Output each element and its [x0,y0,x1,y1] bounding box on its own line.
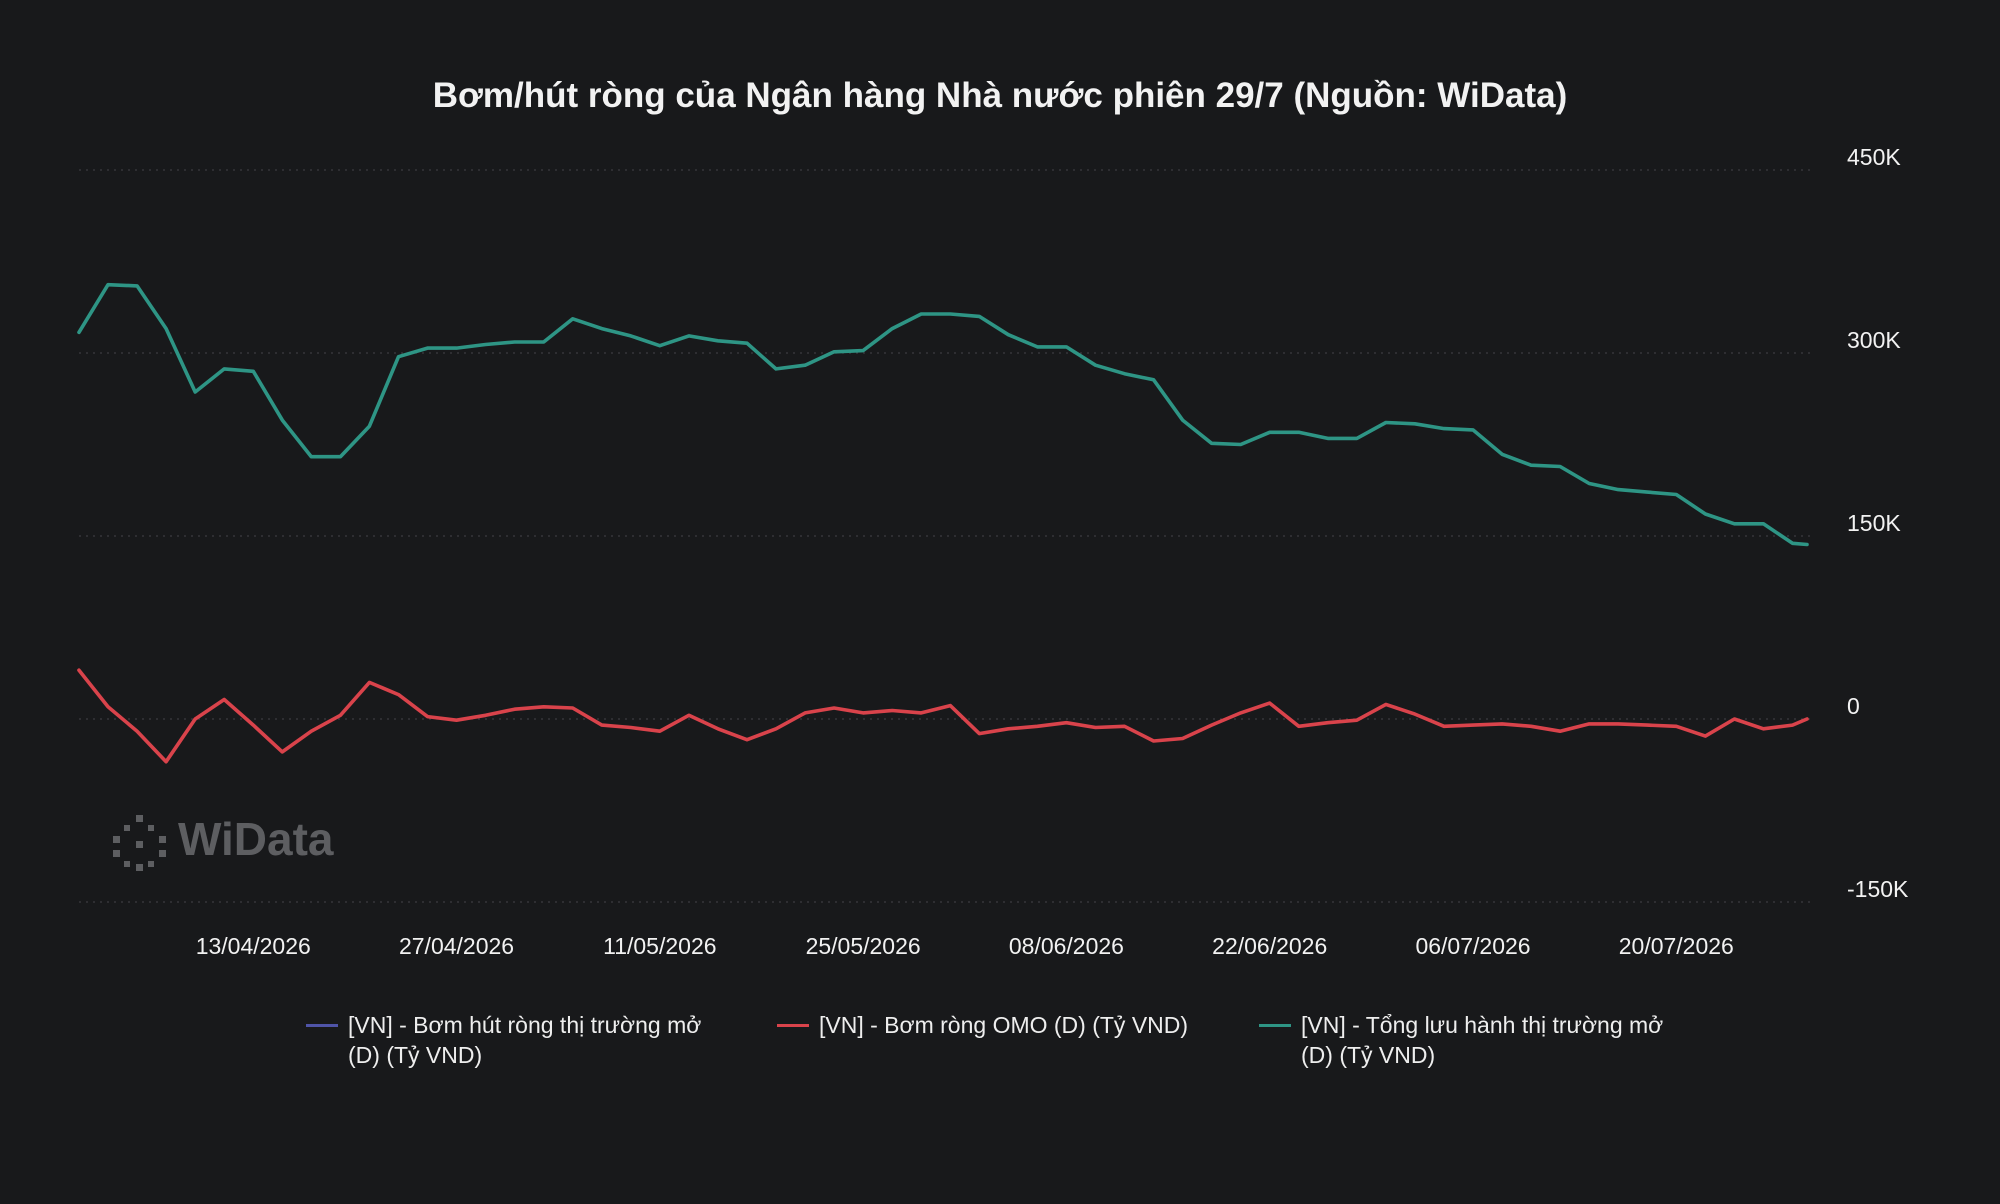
legend-swatch [306,1024,338,1027]
legend-item[interactable]: [VN] - Bơm ròng OMO (D) (Tỷ VND) [777,1010,1199,1040]
series-line [77,668,1809,764]
legend-swatch [777,1024,809,1027]
x-tick-label: 11/05/2026 [603,933,716,959]
y-tick-label: 300K [1847,327,1901,353]
legend-item[interactable]: [VN] - Bơm hút ròng thị trường mở (D) (T… [306,1010,728,1070]
chart-title: Bơm/hút ròng của Ngân hàng Nhà nước phiê… [433,76,1568,115]
y-tick-label: 450K [1847,144,1901,170]
y-tick-label: 0 [1847,693,1860,719]
x-tick-label: 20/07/2026 [1619,933,1734,959]
y-tick-label: 150K [1847,510,1901,536]
legend-swatch [1259,1024,1291,1027]
x-tick-label: 22/06/2026 [1212,933,1327,959]
legend-label: [VN] - Bơm ròng OMO (D) (Tỷ VND) [819,1012,1189,1038]
x-tick-label: 27/04/2026 [399,933,514,959]
legend-label: [VN] - Tổng lưu hành thị trường mở (D) (… [1301,1012,1664,1068]
x-tick-label: 06/07/2026 [1415,933,1530,959]
x-tick-label: 08/06/2026 [1009,933,1124,959]
y-tick-label: -150K [1847,876,1909,902]
series-line [77,282,1809,547]
x-tick-label: 13/04/2026 [196,933,311,959]
legend-item[interactable]: [VN] - Tổng lưu hành thị trường mở (D) (… [1259,1010,1681,1070]
watermark-text: WiData [178,813,334,865]
x-tick-label: 25/05/2026 [806,933,921,959]
watermark [113,815,166,871]
legend-label: [VN] - Bơm hút ròng thị trường mở (D) (T… [348,1012,702,1068]
